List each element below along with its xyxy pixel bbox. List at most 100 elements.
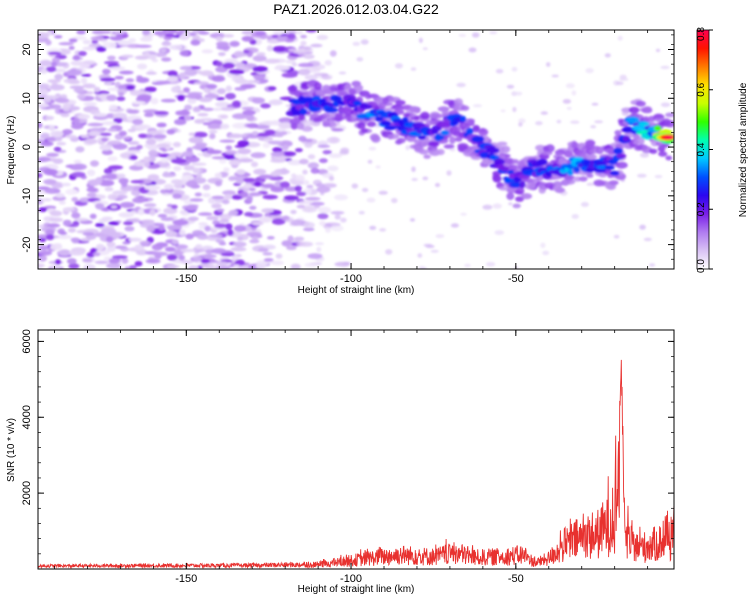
noise-blob-419 [82, 60, 96, 65]
ridge-halo-41 [313, 82, 322, 91]
noise-blob-264 [69, 85, 85, 90]
ridge-halo-575 [665, 155, 673, 161]
sparse-blob-111 [456, 82, 466, 88]
noise-blob-1160 [216, 261, 229, 266]
sparse-blob-7 [604, 53, 611, 58]
ridge-halo-245 [449, 136, 456, 145]
noise-blob-983 [223, 167, 230, 172]
ridge-halo-207 [420, 111, 430, 120]
sparse-blob-3 [551, 74, 559, 78]
noise-blob-494 [218, 52, 226, 57]
noise-blob-430 [294, 185, 302, 192]
ridge-halo-492 [608, 180, 619, 185]
ridge-core-705 [499, 166, 509, 172]
snr-xlabel: Height of straight line (km) [298, 584, 415, 595]
noise-blob-603 [256, 52, 266, 56]
noise-blob-872 [89, 213, 97, 219]
sparse-blob-138 [422, 47, 428, 51]
noise-blob-1061 [45, 39, 52, 46]
noise-blob-763 [181, 151, 194, 158]
ridge-halo-191 [413, 107, 421, 114]
noise-blob-18 [206, 215, 220, 221]
noise-blob-1030 [38, 88, 49, 95]
sparse-blob-41 [514, 265, 519, 269]
noise-blob-984 [118, 84, 126, 91]
noise-blob-193 [125, 78, 135, 83]
noise-blob-1133 [294, 236, 305, 241]
noise-blob-518 [103, 168, 113, 175]
noise-blob-738 [148, 149, 158, 157]
noise-blob-840 [287, 235, 294, 242]
noise-blob-812 [106, 236, 114, 243]
noise-blob-954 [237, 148, 252, 155]
sparse-blob-8 [489, 31, 498, 35]
noise-blob-1137 [156, 143, 170, 148]
ridge-halo-419 [564, 150, 574, 158]
noise-blob-581 [187, 216, 199, 221]
sparse-blob-87 [594, 120, 604, 124]
noise-blob-325 [262, 183, 275, 189]
noise-blob-759 [238, 158, 254, 163]
noise-blob-1023 [73, 88, 86, 93]
noise-blob-475 [100, 30, 113, 34]
ridge-halo-569 [662, 142, 670, 148]
noise-blob-260 [163, 207, 178, 215]
sparse-blob-48 [518, 122, 523, 127]
snr-panel: -150 -100 -50 2000 4000 6000 Height of straig… [6, 329, 675, 595]
noise-blob-938 [44, 115, 55, 121]
noise-blob-822 [81, 73, 92, 77]
sparse-blob-92 [492, 203, 502, 209]
noise-blob-815 [246, 195, 253, 202]
noise-blob-1165 [139, 240, 151, 246]
noise-blob-629 [136, 75, 143, 80]
noise-blob-768 [188, 136, 204, 144]
noise-blob-247 [38, 245, 49, 251]
ridge-halo-312 [492, 175, 502, 183]
noise-blob-729 [142, 160, 151, 168]
sparse-blob-123 [540, 111, 548, 115]
noise-blob-932 [145, 71, 157, 75]
snr-ytick-label-1: 4000 [21, 405, 33, 429]
sparse-blob-45 [369, 225, 377, 230]
ridge-core-608 [337, 107, 352, 114]
noise-blob-204 [219, 139, 236, 143]
noise-blob-790 [124, 226, 135, 232]
sparse-blob-81 [468, 47, 477, 53]
noise-blob-222 [134, 261, 143, 267]
noise-blob-528 [129, 265, 137, 269]
colorbar-ticks: 0.0 0.2 0.4 0.6 0.8 [696, 27, 713, 273]
noise-blob-966 [164, 246, 176, 252]
noise-blob-668 [203, 254, 217, 259]
ridge-halo-517 [628, 106, 640, 114]
ridge-halo-315 [497, 141, 508, 146]
noise-blob-1122 [242, 177, 256, 182]
noise-blob-1159 [80, 134, 90, 139]
noise-blob-910 [172, 219, 189, 226]
noise-blob-1100 [100, 132, 112, 137]
noise-blob-255 [270, 186, 285, 193]
noise-blob-800 [72, 54, 81, 61]
noise-blob-39 [222, 190, 237, 196]
noise-blob-626 [93, 113, 108, 117]
sparse-blob-24 [435, 234, 445, 239]
noise-blob-965 [63, 207, 76, 211]
noise-blob-50 [58, 200, 66, 205]
noise-blob-1075 [179, 229, 186, 236]
noise-blob-109 [295, 148, 303, 153]
noise-blob-559 [106, 241, 116, 248]
noise-blob-437 [90, 36, 105, 41]
noise-blob-663 [151, 243, 163, 251]
noise-blob-1199 [158, 225, 166, 231]
noise-blob-151 [252, 55, 267, 62]
ridge-core-749 [573, 166, 580, 173]
noise-blob-1198 [303, 221, 315, 229]
noise-blob-359 [192, 167, 201, 174]
noise-blob-1119 [114, 30, 125, 35]
sparse-blob-25 [518, 118, 526, 124]
noise-blob-1062 [258, 247, 269, 252]
sparse-blob-67 [616, 81, 624, 86]
noise-blob-905 [279, 181, 290, 188]
noise-blob-321 [114, 75, 124, 80]
ridge-halo-439 [579, 176, 588, 182]
noise-blob-1158 [253, 168, 267, 175]
